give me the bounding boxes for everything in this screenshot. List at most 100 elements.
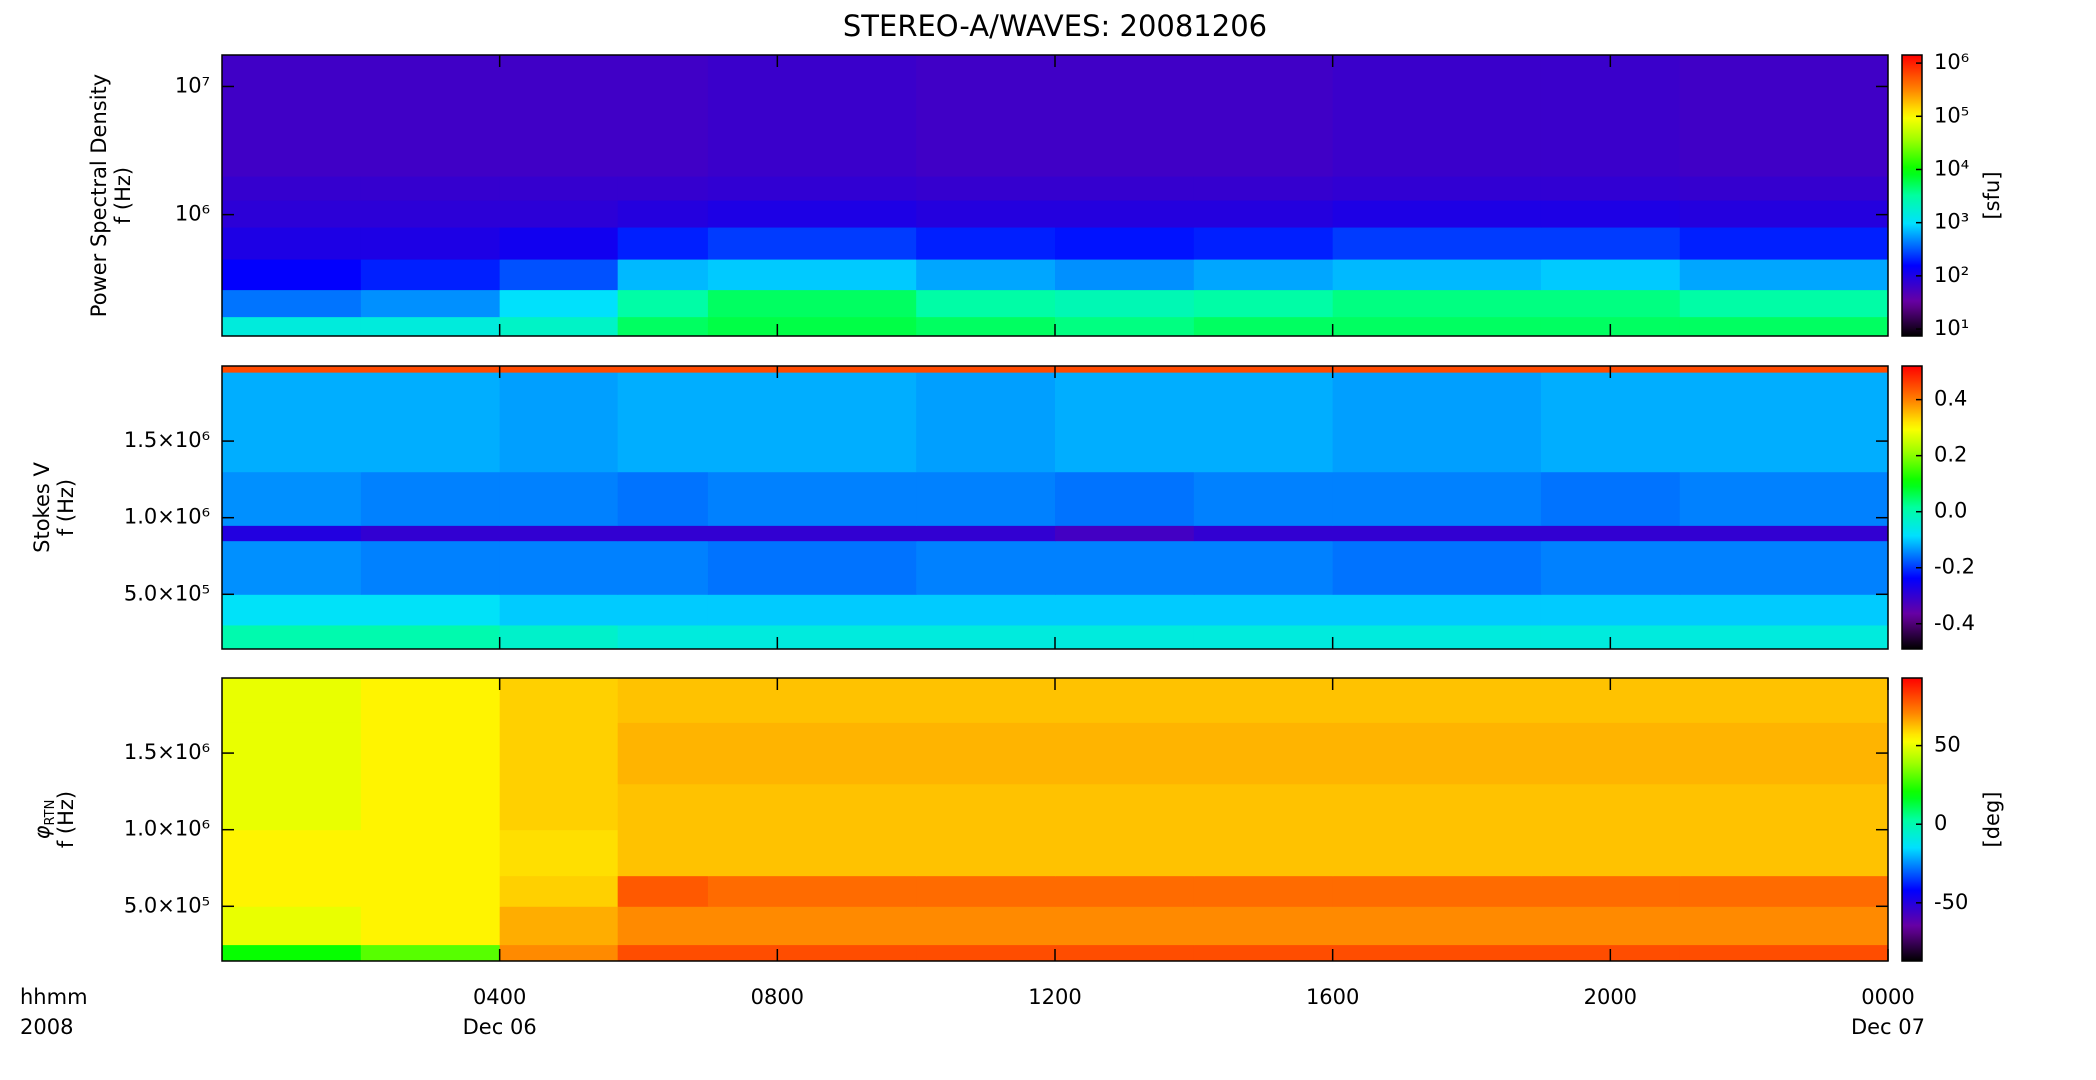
heatmap-cell bbox=[1679, 594, 1889, 626]
heatmap-cell bbox=[499, 678, 619, 723]
colorbar-tick-label: -0.2 bbox=[1934, 555, 1975, 579]
heatmap-cell bbox=[707, 678, 917, 723]
heatmap-cell bbox=[360, 289, 501, 318]
heatmap-cell bbox=[499, 227, 619, 260]
heatmap-cell bbox=[360, 906, 501, 946]
heatmap-cell bbox=[1055, 55, 1195, 177]
heatmap-cell bbox=[222, 678, 362, 723]
heatmap-cell bbox=[1055, 366, 1195, 373]
y-tick-label: 1.0×10⁶ bbox=[124, 817, 210, 841]
heatmap-cell bbox=[1193, 471, 1334, 526]
heatmap-cell bbox=[1332, 829, 1542, 877]
heatmap-cell bbox=[617, 176, 709, 201]
heatmap-cell bbox=[360, 624, 501, 650]
heatmap-cell bbox=[1332, 372, 1542, 473]
colorbar-tick-label: 10² bbox=[1934, 263, 1969, 287]
heatmap-cell bbox=[1679, 200, 1889, 228]
heatmap-cell bbox=[617, 829, 709, 877]
heatmap-cell bbox=[916, 906, 1056, 946]
y-axis-symbol-sub: RTN bbox=[43, 800, 58, 826]
heatmap-cell bbox=[1679, 783, 1889, 831]
heatmap-cell bbox=[617, 200, 709, 228]
heatmap-cell bbox=[1193, 944, 1334, 962]
y-tick-label: 1.5×10⁶ bbox=[124, 428, 210, 452]
heatmap-cell bbox=[1679, 944, 1889, 962]
heatmap-cell bbox=[222, 624, 362, 650]
y-tick-label: 10⁷ bbox=[175, 73, 210, 97]
y-tick-label: 5.0×10⁵ bbox=[124, 893, 210, 917]
heatmap-cell bbox=[1332, 624, 1542, 650]
colorbar-tick-label: -50 bbox=[1934, 890, 1968, 914]
heatmap-cell bbox=[707, 55, 917, 177]
heatmap-cell bbox=[1055, 316, 1195, 337]
heatmap-cell bbox=[1540, 289, 1681, 318]
heatmap-cell bbox=[916, 176, 1056, 201]
heatmap-cell bbox=[1193, 678, 1334, 723]
heatmap-cell bbox=[499, 540, 619, 595]
colorbar-tick-label: 0 bbox=[1934, 811, 1947, 835]
x-axis-label: hhmm bbox=[20, 985, 88, 1009]
heatmap-cell bbox=[1055, 227, 1195, 260]
heatmap-cell bbox=[617, 259, 709, 291]
heatmap-cell bbox=[1332, 55, 1542, 177]
heatmap-cell bbox=[1679, 259, 1889, 291]
heatmap-cell bbox=[360, 259, 501, 291]
heatmap-cell bbox=[1540, 259, 1681, 291]
heatmap-cell bbox=[499, 259, 619, 291]
heatmap-cell bbox=[1679, 722, 1889, 785]
heatmap-cell bbox=[1679, 372, 1889, 473]
heatmap-cell bbox=[1679, 176, 1889, 201]
heatmap-cell bbox=[222, 176, 362, 201]
colorbar-tick-label: 10⁵ bbox=[1934, 103, 1969, 127]
heatmap-cell bbox=[1540, 783, 1681, 831]
heatmap-cell bbox=[916, 944, 1056, 962]
heatmap-cell bbox=[360, 200, 501, 228]
heatmap-cell bbox=[707, 944, 917, 962]
heatmap-cell bbox=[499, 944, 619, 962]
heatmap-cell bbox=[1193, 55, 1334, 177]
heatmap-cell bbox=[617, 372, 709, 473]
heatmap-cell bbox=[916, 783, 1056, 831]
heatmap-cell bbox=[499, 55, 619, 177]
x-tick-label: 1600 bbox=[1306, 985, 1359, 1009]
heatmap-cell bbox=[707, 259, 917, 291]
heatmap-cell bbox=[1055, 200, 1195, 228]
colorbar bbox=[1901, 677, 1923, 962]
heatmap-cell bbox=[222, 289, 362, 318]
y-axis-symbol-main: φ bbox=[30, 825, 54, 839]
heatmap-cell bbox=[360, 594, 501, 626]
heatmap-cell bbox=[1055, 289, 1195, 318]
heatmap-cell bbox=[222, 372, 362, 473]
heatmap-cell bbox=[707, 525, 917, 542]
heatmap-cell bbox=[222, 525, 362, 542]
x-tick-label: 0800 bbox=[751, 985, 804, 1009]
heatmap-cell bbox=[707, 783, 917, 831]
colorbar-tick-label: 10⁴ bbox=[1934, 156, 1969, 180]
heatmap-cell bbox=[1193, 200, 1334, 228]
colorbar-tick-label: 0.4 bbox=[1934, 387, 1967, 411]
heatmap-cell bbox=[1540, 471, 1681, 526]
heatmap-cell bbox=[916, 259, 1056, 291]
heatmap-cell bbox=[360, 366, 501, 373]
colorbar bbox=[1901, 365, 1923, 650]
heatmap-cell bbox=[1332, 176, 1542, 201]
colorbar-tick-label: 50 bbox=[1934, 733, 1961, 757]
heatmap-cell bbox=[1540, 55, 1681, 177]
heatmap-cell bbox=[360, 944, 501, 962]
x-date-label: Dec 07 bbox=[1851, 1015, 1925, 1039]
heatmap-cell bbox=[1679, 906, 1889, 946]
heatmap-cell bbox=[499, 316, 619, 337]
heatmap-cell bbox=[1193, 372, 1334, 473]
heatmap-cell bbox=[617, 944, 709, 962]
heatmap-cell bbox=[1540, 594, 1681, 626]
heatmap-cell bbox=[360, 783, 501, 831]
heatmap-cell bbox=[916, 471, 1056, 526]
heatmap-cell bbox=[499, 366, 619, 373]
heatmap-cell bbox=[1332, 471, 1542, 526]
heatmap-cell bbox=[707, 176, 917, 201]
heatmap-cell bbox=[617, 289, 709, 318]
heatmap-cell bbox=[1540, 200, 1681, 228]
heatmap-cell bbox=[222, 316, 362, 337]
heatmap-cell bbox=[1540, 722, 1681, 785]
heatmap-cell bbox=[1193, 722, 1334, 785]
